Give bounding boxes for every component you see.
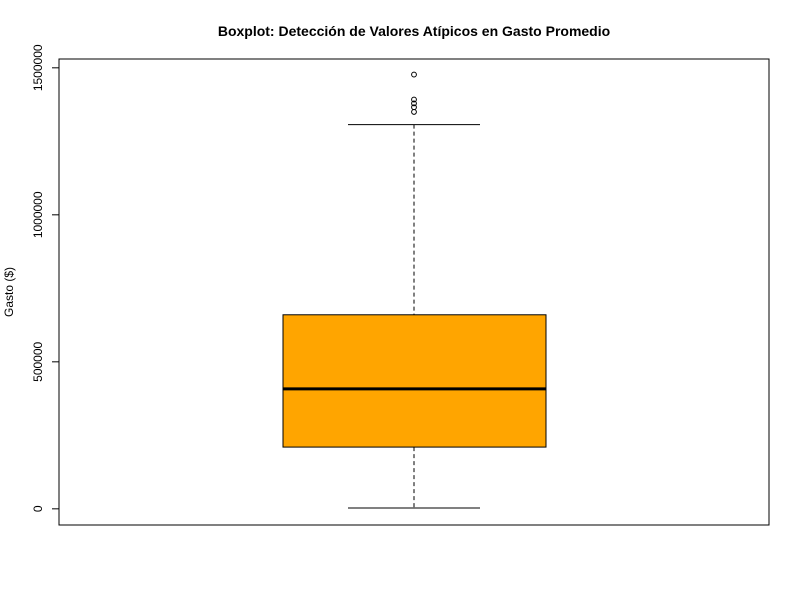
iqr-box [282, 314, 547, 448]
outlier-point [411, 100, 417, 107]
y-tick-label: 1000000 [31, 191, 45, 238]
outlier-group [411, 71, 417, 115]
outlier-point [411, 96, 417, 103]
y-axis-label: Gasto ($) [2, 267, 16, 317]
y-axis: 0 500000 1000000 1500000 [31, 44, 60, 512]
y-tick-label: 0 [31, 505, 45, 512]
outlier-point [411, 109, 417, 115]
outlier-point [411, 71, 417, 78]
box-group [282, 124, 547, 509]
chart-title: Boxplot: Detección de Valores Atípicos e… [218, 23, 610, 39]
y-tick-label: 500000 [31, 341, 45, 381]
y-tick-label: 1500000 [31, 44, 45, 91]
